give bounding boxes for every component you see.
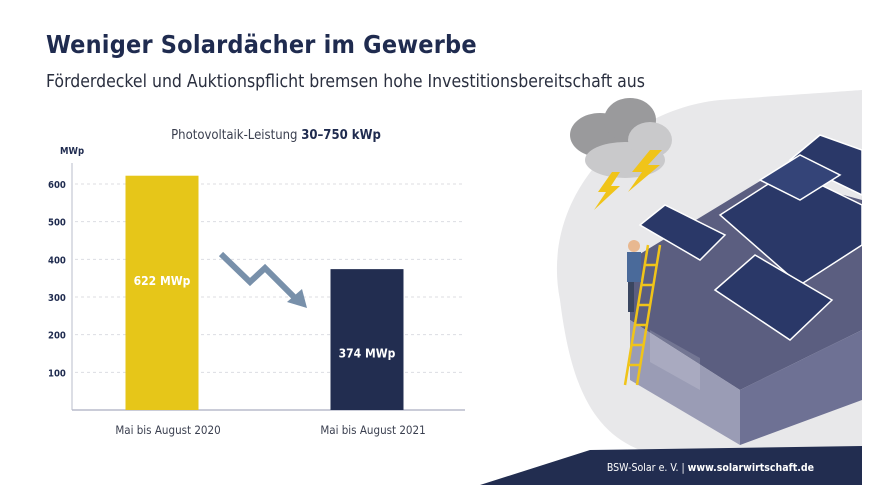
y-tick-label: 200 [48, 331, 66, 342]
footer-org: BSW-Solar e. V. | [606, 462, 685, 474]
solar-panels [638, 134, 862, 341]
y-tick-label: 400 [48, 255, 66, 266]
footer-band [480, 446, 862, 485]
page-title: Weniger Solardächer im Gewerbe [46, 30, 477, 59]
lightning-icon [628, 150, 662, 192]
bar-chart: Photovoltaik-Leistung 30–750 kWp MWp 100 20… [48, 128, 465, 437]
data-label: 374 MWp [339, 347, 396, 361]
y-tick-label: 300 [48, 293, 66, 304]
trend-arrow-head-icon [287, 289, 307, 308]
lightning-icon [594, 172, 620, 210]
x-tick-label: Mai bis August 2021 [320, 423, 425, 437]
trend-arrow-icon [218, 251, 300, 303]
y-tick-label: 600 [48, 180, 66, 191]
y-axis-label: MWp [60, 146, 84, 157]
y-tick-label: 100 [48, 368, 66, 379]
data-label: 622 MWp [134, 274, 191, 288]
bar [330, 269, 404, 410]
page-subtitle: Förderdeckel und Auktionspflicht bremsen… [46, 72, 645, 92]
ladder-illustration [623, 244, 662, 386]
bar [125, 175, 199, 410]
chart-title: Photovoltaik-Leistung 30–750 kWp [171, 128, 381, 143]
x-tick-label: Mai bis August 2020 [115, 423, 220, 437]
y-tick-label: 500 [48, 218, 66, 229]
chart-title-bold: 30–750 kWp [301, 128, 381, 143]
footer-url[interactable]: www.solarwirtschaft.de [687, 462, 814, 474]
worker-illustration [627, 240, 641, 312]
footer-credit: BSW-Solar e. V. | www.solarwirtschaft.de [607, 462, 814, 474]
